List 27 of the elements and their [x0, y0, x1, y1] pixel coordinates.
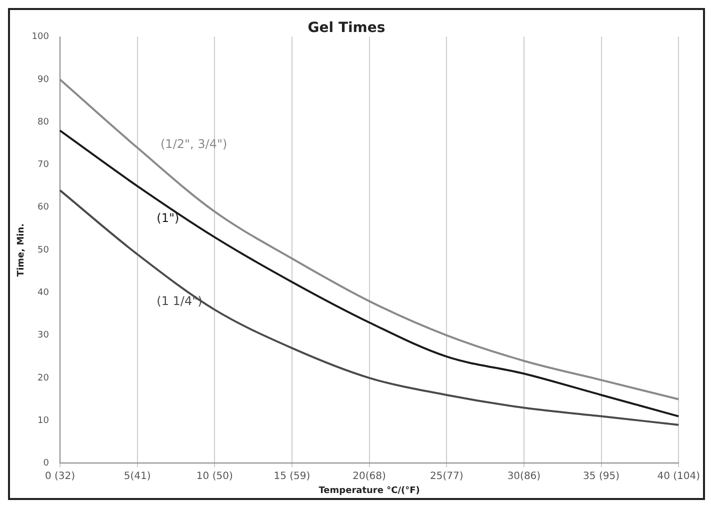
x-tick-label: 35 (95) — [583, 470, 620, 482]
y-tick-label: 20 — [38, 373, 50, 384]
x-tick-label: 20(68) — [352, 470, 386, 482]
x-tick-label: 10 (50) — [196, 470, 233, 482]
x-tick-label: 5(41) — [124, 470, 151, 482]
x-tick-label: 40 (104) — [657, 470, 700, 482]
line-series — [58, 189, 680, 426]
series-label: (1") — [156, 210, 180, 225]
y-tick-label: 30 — [38, 330, 50, 341]
y-tick-label: 0 — [43, 458, 50, 469]
line-series — [58, 130, 680, 418]
x-tick-label: 30(86) — [507, 470, 541, 482]
y-tick-label: 90 — [38, 74, 50, 85]
chart-title: Gel Times — [308, 20, 386, 36]
x-tick-label: 15 (59) — [274, 470, 310, 482]
y-tick-label: 60 — [38, 202, 50, 213]
x-axis-title: Temperature °C/(°F) — [318, 486, 420, 496]
y-tick-label: 40 — [38, 288, 50, 298]
series-label: (1/2", 3/4") — [160, 136, 228, 151]
y-tick-label: 50 — [38, 245, 50, 256]
y-tick-label: 70 — [38, 160, 50, 170]
y-tick-label: 80 — [38, 117, 50, 128]
x-tick-label: 0 (32) — [44, 470, 76, 482]
y-axis-title: Time, Min. — [16, 223, 27, 277]
y-tick-label: 100 — [32, 32, 50, 42]
x-tick-label: 25(77) — [430, 470, 464, 482]
y-tick-label: 10 — [38, 416, 50, 426]
